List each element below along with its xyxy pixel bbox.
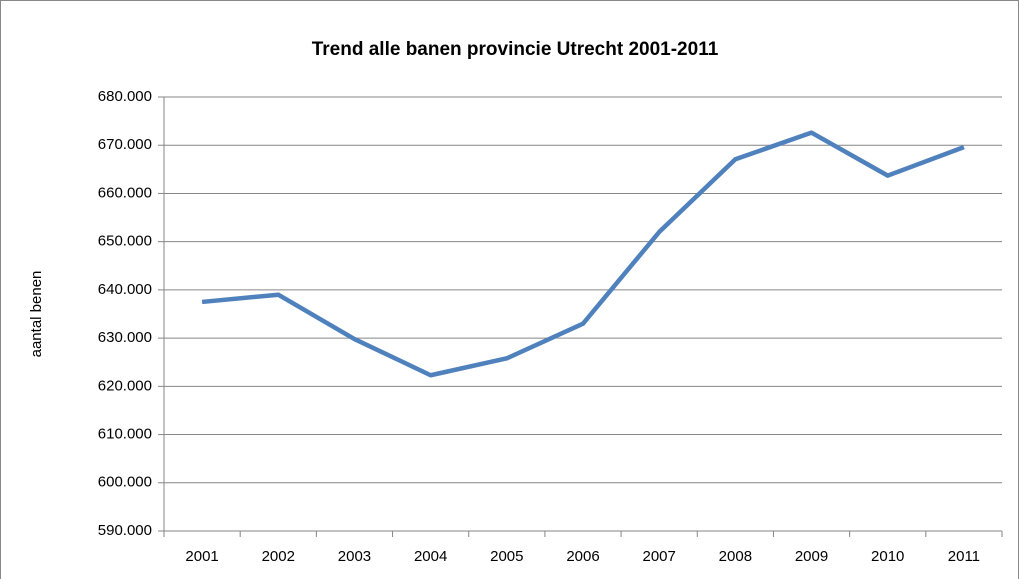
y-tick-label: 650.000 (98, 233, 152, 250)
x-tick-label: 2005 (490, 548, 523, 565)
y-tick-label: 620.000 (98, 377, 152, 394)
y-tick-label: 660.000 (98, 184, 152, 201)
x-tick-label: 2001 (185, 548, 218, 565)
x-tick-label: 2007 (642, 548, 675, 565)
chart-title: Trend alle banen provincie Utrecht 2001-… (312, 39, 719, 60)
x-tick-label: 2011 (948, 548, 980, 565)
y-axis-label: aantal benen (28, 271, 45, 358)
x-tick-label: 2002 (262, 548, 295, 565)
y-tick-label: 590.000 (98, 522, 152, 539)
x-tick-label: 2006 (566, 548, 599, 565)
y-tick-label: 610.000 (98, 426, 152, 443)
x-tick-label: 2010 (871, 548, 904, 565)
y-tick-label: 680.000 (98, 88, 152, 105)
x-tick-label: 2004 (414, 548, 447, 565)
x-tick-label: 2008 (719, 548, 752, 565)
y-tick-label: 670.000 (98, 136, 152, 153)
x-tick-label: 2003 (338, 548, 371, 565)
data-line (201, 130, 965, 378)
y-tick-label: 640.000 (98, 281, 152, 298)
y-tick-label: 630.000 (98, 329, 152, 346)
y-tick-label: 600.000 (98, 474, 152, 491)
x-tick-label: 2009 (795, 548, 828, 565)
